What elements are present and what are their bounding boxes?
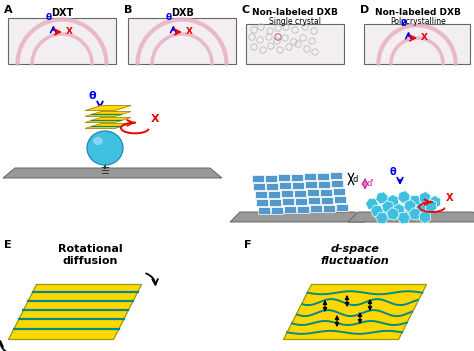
Text: Polycrystalline: Polycrystalline [390, 17, 446, 26]
Text: Single crystal: Single crystal [269, 17, 321, 26]
Polygon shape [375, 212, 389, 224]
Text: X: X [421, 33, 428, 41]
Text: D: D [360, 5, 369, 15]
Polygon shape [266, 183, 279, 190]
Polygon shape [310, 205, 322, 212]
Polygon shape [295, 198, 308, 205]
Polygon shape [306, 181, 318, 188]
Polygon shape [280, 182, 292, 189]
Text: B: B [124, 5, 132, 15]
Polygon shape [425, 200, 437, 212]
Bar [246, 24, 344, 64]
Polygon shape [333, 188, 345, 195]
Text: d-space
fluctuation: d-space fluctuation [320, 244, 389, 266]
Polygon shape [320, 188, 332, 196]
Polygon shape [270, 199, 282, 205]
Text: θ: θ [165, 13, 172, 21]
Polygon shape [319, 180, 330, 187]
Polygon shape [85, 112, 131, 117]
Polygon shape [252, 175, 264, 182]
Polygon shape [9, 285, 142, 339]
Polygon shape [317, 172, 329, 179]
Polygon shape [230, 212, 365, 222]
Text: DXT: DXT [51, 8, 73, 18]
Text: d: d [353, 174, 358, 184]
Polygon shape [85, 124, 131, 128]
Polygon shape [291, 173, 303, 180]
Polygon shape [398, 191, 410, 203]
Text: A: A [4, 5, 13, 15]
Polygon shape [304, 173, 316, 180]
Polygon shape [294, 190, 306, 197]
Polygon shape [85, 106, 131, 111]
Text: C: C [242, 5, 250, 15]
Polygon shape [382, 201, 394, 213]
Polygon shape [376, 192, 388, 204]
Polygon shape [419, 211, 431, 224]
Polygon shape [283, 198, 294, 205]
Polygon shape [85, 118, 131, 122]
Text: F: F [244, 240, 252, 250]
Text: X: X [186, 26, 193, 35]
Text: Non-labeled DXB: Non-labeled DXB [252, 8, 338, 17]
Polygon shape [278, 174, 290, 181]
Polygon shape [409, 208, 421, 220]
Polygon shape [365, 198, 378, 210]
Polygon shape [330, 172, 342, 179]
Polygon shape [297, 205, 309, 212]
Polygon shape [415, 204, 428, 216]
Text: Non-labeled DXB: Non-labeled DXB [375, 8, 461, 17]
Text: θ: θ [401, 19, 407, 27]
Bar [128, 18, 236, 64]
Bar [364, 24, 470, 64]
Polygon shape [254, 183, 265, 190]
Polygon shape [429, 196, 441, 208]
Polygon shape [348, 212, 474, 222]
Polygon shape [284, 206, 296, 213]
Polygon shape [404, 200, 416, 212]
Text: θ: θ [389, 167, 396, 177]
Text: d': d' [367, 179, 374, 188]
Ellipse shape [93, 137, 103, 145]
Polygon shape [283, 285, 427, 339]
Polygon shape [393, 204, 405, 217]
Polygon shape [387, 194, 399, 207]
Polygon shape [409, 195, 421, 207]
Polygon shape [331, 180, 344, 187]
Polygon shape [323, 205, 335, 212]
Text: θ: θ [88, 91, 96, 101]
Text: E: E [4, 240, 12, 250]
Polygon shape [268, 191, 280, 198]
Polygon shape [307, 189, 319, 196]
Polygon shape [398, 212, 410, 224]
Polygon shape [256, 199, 268, 206]
Polygon shape [292, 181, 304, 188]
Ellipse shape [87, 131, 123, 165]
Text: Rotational
diffusion: Rotational diffusion [58, 244, 122, 266]
Polygon shape [335, 196, 346, 203]
Polygon shape [309, 197, 320, 204]
Polygon shape [281, 190, 293, 197]
Text: X: X [446, 193, 454, 203]
Polygon shape [371, 205, 383, 217]
Polygon shape [255, 191, 267, 198]
Text: X: X [151, 114, 160, 124]
Text: X: X [66, 26, 73, 35]
Polygon shape [258, 207, 270, 214]
Polygon shape [271, 206, 283, 213]
Text: θ: θ [45, 13, 51, 21]
Polygon shape [321, 197, 334, 204]
Text: DXB: DXB [172, 8, 194, 18]
Bar [8, 18, 116, 64]
Polygon shape [336, 204, 348, 211]
Polygon shape [419, 192, 431, 205]
Polygon shape [265, 174, 277, 181]
Polygon shape [3, 168, 222, 178]
Polygon shape [387, 208, 399, 220]
